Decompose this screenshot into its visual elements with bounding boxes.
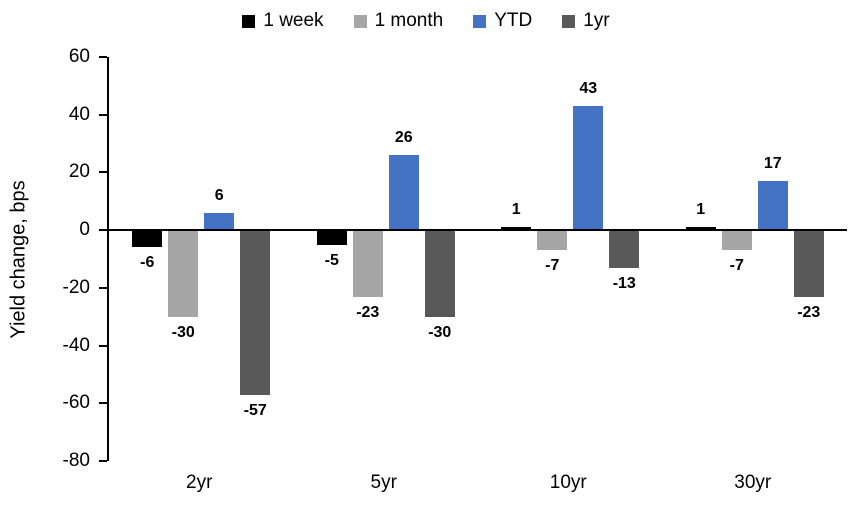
x-category-label: 30yr	[734, 472, 772, 493]
legend-item-ytd: YTD	[473, 10, 532, 32]
legend-swatch-icon	[242, 14, 256, 28]
y-tick-mark	[99, 402, 107, 405]
bar-value-label: -5	[324, 251, 339, 269]
bar-value-label: -30	[428, 323, 452, 341]
bar-value-label: -13	[612, 274, 636, 292]
bar-1-month-2yr	[168, 230, 199, 317]
y-tick-label: 20	[68, 161, 90, 183]
y-tick-label: 0	[79, 219, 90, 241]
y-tick-mark	[99, 56, 107, 58]
bar-value-label: -7	[729, 257, 744, 275]
y-tick-mark	[99, 286, 107, 289]
x-axis-zero-line	[109, 229, 847, 232]
y-tick-mark	[99, 344, 107, 347]
legend-item-1-week: 1 week	[242, 10, 324, 32]
legend-label: 1 month	[374, 10, 444, 31]
chart-legend: 1 week 1 month YTD 1yr	[0, 10, 852, 32]
bar-ytd-30yr	[757, 181, 788, 231]
bar-1-week-10yr	[501, 227, 532, 231]
y-tick-mark	[99, 460, 107, 462]
x-category-label: 5yr	[370, 472, 397, 493]
y-tick-label: -40	[62, 334, 90, 356]
bar-1-week-5yr	[316, 230, 347, 245]
bar-1yr-5yr	[424, 230, 455, 317]
legend-swatch-icon	[473, 14, 487, 28]
y-tick-label: 40	[68, 103, 90, 125]
bar-1-week-30yr	[685, 227, 716, 231]
y-tick-mark	[99, 171, 107, 174]
bar-value-label: 26	[394, 129, 413, 147]
bar-value-label: -6	[140, 254, 155, 272]
x-category-label: 10yr	[549, 472, 587, 493]
bar-ytd-10yr	[573, 106, 604, 231]
bar-1-week-2yr	[132, 230, 163, 248]
y-tick-label: -20	[62, 276, 90, 298]
bar-value-label: 17	[763, 155, 782, 173]
bar-1-month-5yr	[352, 230, 383, 297]
bar-value-label: -30	[171, 323, 195, 341]
y-tick-label: -80	[62, 450, 90, 471]
legend-label: 1yr	[583, 10, 610, 31]
bar-ytd-5yr	[388, 155, 419, 231]
x-category-label: 2yr	[186, 472, 213, 493]
bar-value-label: 43	[579, 80, 598, 98]
bar-value-label: -57	[243, 401, 267, 419]
bar-value-label: 6	[214, 186, 224, 204]
legend-item-1yr: 1yr	[562, 10, 610, 32]
bar-value-label: -23	[356, 303, 380, 321]
bar-value-label: -23	[797, 303, 821, 321]
legend-label: 1 week	[263, 10, 324, 31]
plot-area: -6 -30 6 -57 -5 -23 26 -30 1 -7 43 -13 1 -7 17 -23	[107, 57, 847, 461]
legend-swatch-icon	[353, 14, 367, 28]
bar-1-month-10yr	[537, 230, 568, 251]
legend-swatch-icon	[562, 14, 576, 28]
y-tick-label: -60	[62, 392, 90, 414]
bar-1yr-10yr	[609, 230, 640, 268]
bar-1yr-2yr	[240, 230, 271, 395]
bar-1yr-30yr	[793, 230, 824, 297]
y-tick-mark	[99, 113, 107, 116]
bar-value-label: 1	[511, 201, 521, 219]
bar-1-month-30yr	[721, 230, 752, 251]
bar-value-label: 1	[696, 201, 706, 219]
bar-value-label: -7	[545, 257, 560, 275]
legend-label: YTD	[494, 10, 533, 31]
bar-ytd-2yr	[204, 212, 235, 231]
y-tick-label: 60	[68, 46, 90, 67]
legend-item-1-month: 1 month	[353, 10, 444, 32]
y-tick-mark	[99, 229, 107, 232]
y-axis-title: Yield change, bps	[7, 179, 30, 339]
